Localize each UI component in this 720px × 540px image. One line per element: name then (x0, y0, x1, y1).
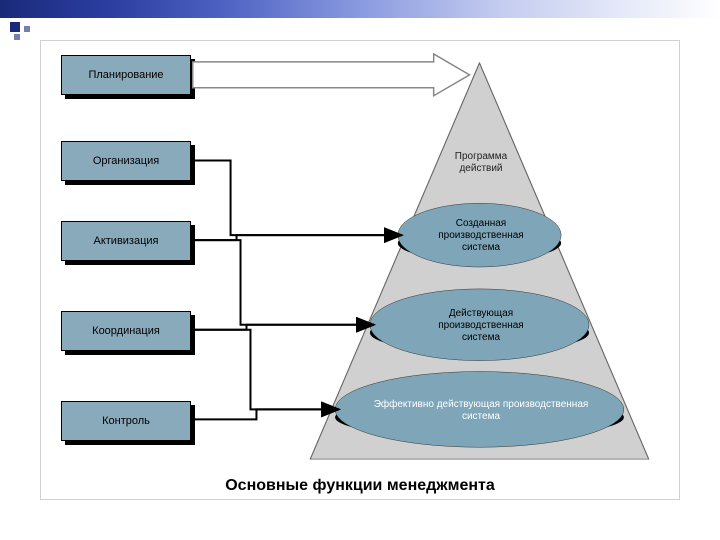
box-label: Контроль (61, 401, 191, 441)
box-label: Планирование (61, 55, 191, 95)
header-accent-squares (10, 22, 30, 42)
pyramid-level-label-effective: Эффективно действующая производственнаяс… (341, 399, 621, 423)
function-box-control: Контроль (61, 401, 191, 441)
function-box-planning: Планирование (61, 55, 191, 95)
function-box-coordination: Координация (61, 311, 191, 351)
diagram-canvas: Планирование Организация Активизация Коорди… (40, 40, 680, 500)
function-box-organization: Организация (61, 141, 191, 181)
box-label: Активизация (61, 221, 191, 261)
pyramid-level-label-created: Созданнаяпроизводственнаясистема (404, 218, 558, 254)
pyramid-level-label-program: Программадействий (426, 151, 536, 175)
pyramid-level-label-acting: Действующаяпроизводственнаясистема (376, 308, 586, 344)
box-label: Организация (61, 141, 191, 181)
header-gradient-bar (0, 0, 720, 18)
function-box-activation: Активизация (61, 221, 191, 261)
diagram-caption: Основные функции менеджмента (41, 477, 679, 495)
box-label: Координация (61, 311, 191, 351)
